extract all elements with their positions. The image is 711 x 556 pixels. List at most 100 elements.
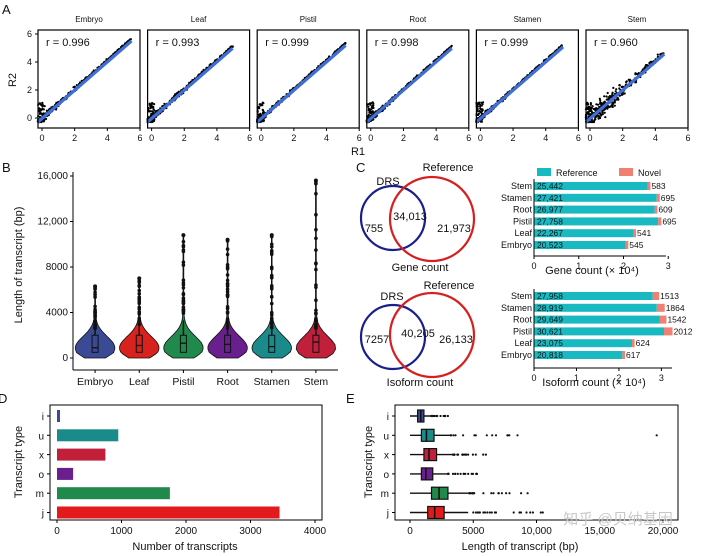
outlier-point: [430, 414, 433, 418]
x-tick-label: 4: [434, 133, 439, 143]
box-outliers: [447, 472, 479, 475]
outlier-point: [506, 434, 509, 437]
x-tick-label: 2: [182, 133, 187, 143]
outlier-point: [462, 434, 465, 437]
scatter-point: [620, 93, 624, 96]
scatter-point: [588, 113, 592, 116]
scatter-r-value: r = 0.999: [265, 37, 309, 49]
x-tick-label: 20,000: [648, 526, 679, 537]
scatter-point: [477, 112, 480, 115]
bar-novel-value: 545: [629, 240, 643, 250]
scatter-title: Pistil: [300, 15, 317, 24]
bar-reference: [534, 193, 657, 202]
outlier-point: [181, 260, 186, 265]
x-tick-label: 0: [478, 133, 483, 143]
x-tick-label: 15,000: [584, 526, 615, 537]
bar-novel: [654, 205, 658, 214]
outlier-point: [225, 310, 230, 314]
panel-label-d: D: [0, 391, 7, 406]
outlier-point: [314, 236, 318, 241]
scatter-point: [262, 120, 265, 123]
x-tick-label: 0: [531, 373, 536, 383]
outlier-point: [181, 301, 186, 306]
outlier-point: [269, 275, 274, 280]
scatter-point: [609, 105, 612, 108]
scatter-point: [476, 110, 479, 113]
scatter-point: [153, 103, 156, 106]
legend-reference-label: Reference: [556, 168, 598, 178]
scatter-frame: [37, 29, 141, 129]
outlier-point: [93, 314, 97, 319]
panel-c-isoform-bars: Isoform count (× 10⁴) Stem 27,958 1513 Stam…: [501, 289, 693, 389]
outlier-point: [225, 263, 230, 267]
outlier-point: [454, 434, 457, 437]
x-tick-label: 6: [357, 133, 362, 143]
outlier-point: [314, 311, 318, 316]
outlier-point: [508, 492, 511, 495]
outlier-point: [314, 298, 318, 303]
scatter-point: [588, 109, 591, 112]
x-tick-label: 1: [574, 373, 579, 383]
fit-line: [584, 53, 666, 124]
box-iqr: [135, 334, 143, 353]
outlier-point: [516, 434, 519, 437]
scatter-point: [150, 120, 153, 124]
outlier-point: [314, 285, 318, 290]
scatter-point: [648, 61, 651, 65]
box-iqr: [423, 448, 438, 462]
outlier-point: [181, 278, 186, 283]
outlier-point: [225, 282, 230, 287]
scatter-point: [150, 102, 153, 105]
bar-reference-value: 20,818: [537, 350, 563, 360]
scatter-r-value: r = 0.998: [375, 37, 419, 49]
venn-isoform-ref-label: Reference: [424, 280, 475, 292]
scatter-point: [151, 110, 154, 113]
box-iqr: [312, 334, 320, 353]
bar-category-label: Leaf: [514, 338, 532, 348]
outlier-point: [314, 317, 318, 321]
y-tick-label: i: [387, 412, 389, 423]
scatter-point: [229, 45, 232, 48]
y-tick-label: 0: [62, 353, 68, 364]
scatter-point: [611, 105, 614, 109]
box-outliers: [472, 511, 544, 514]
outlier-point: [475, 472, 479, 475]
scatter-point: [650, 60, 653, 64]
outlier-point: [459, 472, 462, 475]
outlier-point: [541, 511, 544, 514]
x-tick-label: 6: [576, 133, 581, 143]
outlier-point: [443, 414, 446, 418]
bar-novel-value: 1864: [666, 303, 685, 313]
venn-gene-drs-only: 755: [365, 223, 383, 235]
bar-reference-value: 27,421: [537, 193, 563, 203]
bar-novel: [647, 182, 651, 190]
scatter-point: [605, 98, 608, 101]
bar-category-label: Pistil: [513, 216, 532, 226]
bar-novel: [652, 292, 660, 300]
panel-c-legend: Reference Novel: [537, 168, 661, 178]
scatter-point: [175, 92, 178, 95]
outlier-point: [225, 293, 230, 297]
outlier-point: [478, 511, 481, 514]
scatter-point: [598, 115, 601, 118]
scatter-point: [40, 109, 43, 112]
bar-novel: [656, 193, 660, 202]
outlier-point: [93, 304, 97, 309]
x-tick-label: 0: [39, 133, 44, 143]
violin-outliers: [225, 237, 230, 331]
scatter-point: [600, 103, 603, 107]
outlier-point: [488, 511, 491, 514]
scatter-frame: [256, 29, 360, 129]
scatter-point: [149, 110, 152, 113]
scatter-point: [42, 120, 46, 123]
x-tick-label: 6: [466, 133, 471, 143]
bar: [57, 448, 106, 461]
scatter-point: [41, 104, 45, 107]
outlier-point: [181, 305, 186, 309]
scatter-point: [257, 106, 260, 110]
venn-gene-shared: 34,013: [393, 211, 427, 223]
bar-category-label: Embryo: [501, 350, 532, 360]
outlier-point: [655, 434, 658, 437]
outlier-point: [93, 295, 97, 299]
